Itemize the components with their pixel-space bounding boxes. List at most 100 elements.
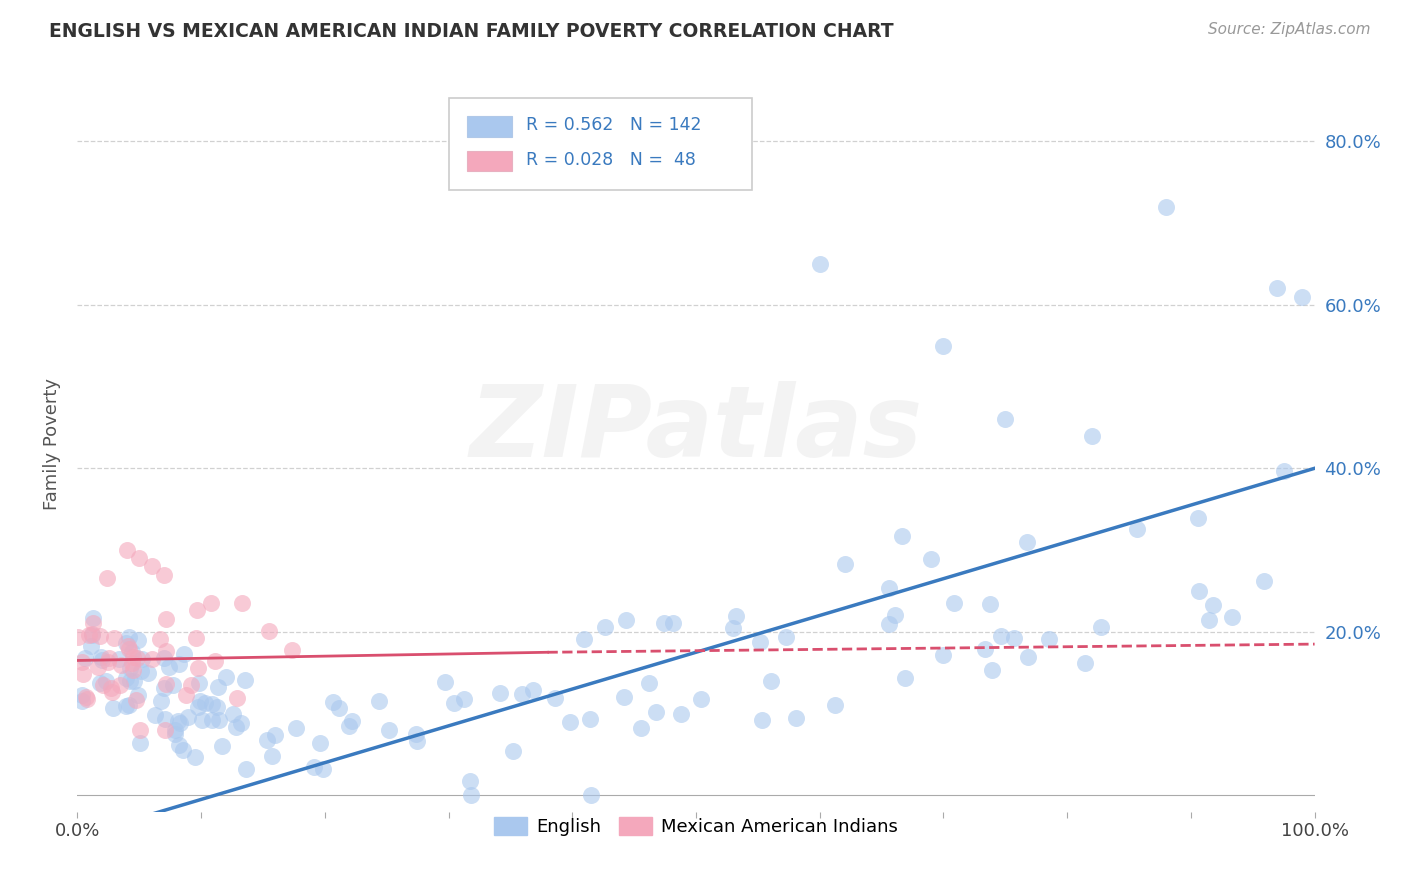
Point bbox=[149, 632, 172, 647]
Point bbox=[125, 693, 148, 707]
Point bbox=[1187, 510, 1209, 524]
Point bbox=[578, 712, 600, 726]
Point bbox=[775, 630, 797, 644]
Point bbox=[322, 695, 344, 709]
Point bbox=[205, 700, 228, 714]
Point bbox=[785, 711, 807, 725]
Point bbox=[103, 631, 125, 645]
Point bbox=[125, 651, 148, 665]
Point bbox=[149, 694, 172, 708]
Point bbox=[167, 714, 190, 729]
Y-axis label: Family Poverty: Family Poverty bbox=[42, 378, 60, 509]
Point bbox=[309, 736, 332, 750]
Point bbox=[453, 692, 475, 706]
Point bbox=[231, 596, 253, 610]
Point bbox=[981, 663, 1004, 677]
Point bbox=[180, 678, 202, 692]
Point bbox=[1202, 598, 1225, 612]
Point bbox=[233, 673, 256, 687]
Point bbox=[340, 714, 363, 729]
Point bbox=[1188, 583, 1211, 598]
Point bbox=[558, 714, 581, 729]
Point bbox=[76, 691, 98, 706]
Text: R = 0.028   N =  48: R = 0.028 N = 48 bbox=[526, 151, 696, 169]
Point bbox=[89, 675, 111, 690]
Point bbox=[167, 657, 190, 671]
Point bbox=[121, 645, 143, 659]
Point bbox=[264, 729, 287, 743]
Point bbox=[1090, 620, 1112, 634]
Point bbox=[689, 692, 711, 706]
Point bbox=[115, 671, 138, 685]
Point bbox=[165, 727, 187, 741]
Point bbox=[1154, 200, 1177, 214]
Point bbox=[124, 674, 146, 689]
Point bbox=[443, 696, 465, 710]
Point bbox=[522, 682, 544, 697]
Point bbox=[122, 664, 145, 678]
Point bbox=[155, 643, 177, 657]
Point bbox=[191, 713, 214, 727]
Point bbox=[231, 715, 253, 730]
Point bbox=[115, 698, 138, 713]
Point bbox=[748, 634, 770, 648]
Point bbox=[101, 701, 124, 715]
Point bbox=[91, 678, 114, 692]
Point bbox=[669, 706, 692, 721]
Point bbox=[406, 734, 429, 748]
Point bbox=[72, 666, 94, 681]
Text: ENGLISH VS MEXICAN AMERICAN INDIAN FAMILY POVERTY CORRELATION CHART: ENGLISH VS MEXICAN AMERICAN INDIAN FAMIL… bbox=[49, 22, 894, 41]
Point bbox=[155, 712, 177, 726]
Point bbox=[70, 688, 93, 702]
Point bbox=[751, 714, 773, 728]
Text: Source: ZipAtlas.com: Source: ZipAtlas.com bbox=[1208, 22, 1371, 37]
Point bbox=[80, 627, 103, 641]
Point bbox=[128, 551, 150, 566]
Point bbox=[337, 719, 360, 733]
Point bbox=[128, 723, 150, 737]
Point bbox=[208, 714, 231, 728]
Point bbox=[118, 698, 141, 713]
Point bbox=[143, 708, 166, 723]
Point bbox=[932, 338, 955, 352]
Point bbox=[312, 762, 335, 776]
Point bbox=[460, 789, 482, 803]
Point bbox=[75, 650, 97, 665]
Point bbox=[188, 675, 211, 690]
Point bbox=[405, 726, 427, 740]
Point bbox=[129, 665, 152, 679]
Point bbox=[162, 678, 184, 692]
Point bbox=[662, 615, 685, 630]
Point bbox=[1198, 613, 1220, 627]
Point bbox=[1017, 534, 1039, 549]
Point bbox=[165, 723, 187, 738]
Point bbox=[1125, 522, 1147, 536]
Point bbox=[97, 655, 120, 669]
Point bbox=[157, 659, 180, 673]
Point bbox=[235, 762, 257, 776]
Point bbox=[544, 690, 567, 705]
Point bbox=[593, 620, 616, 634]
Point bbox=[94, 673, 117, 688]
Point bbox=[1267, 281, 1289, 295]
Point bbox=[91, 653, 114, 667]
Point bbox=[194, 696, 217, 710]
Point bbox=[328, 701, 350, 715]
Point bbox=[284, 721, 307, 735]
Point bbox=[153, 567, 176, 582]
Point bbox=[281, 643, 304, 657]
Point bbox=[645, 705, 668, 719]
Point bbox=[201, 697, 224, 711]
Point bbox=[87, 660, 110, 674]
Point bbox=[82, 615, 104, 630]
Point bbox=[368, 693, 391, 707]
Point bbox=[90, 650, 112, 665]
Point bbox=[204, 654, 226, 668]
Point bbox=[127, 689, 149, 703]
Point bbox=[82, 611, 104, 625]
Point bbox=[118, 630, 141, 644]
Point bbox=[834, 558, 856, 572]
Point bbox=[502, 744, 524, 758]
Point bbox=[80, 639, 103, 653]
Point bbox=[127, 633, 149, 648]
